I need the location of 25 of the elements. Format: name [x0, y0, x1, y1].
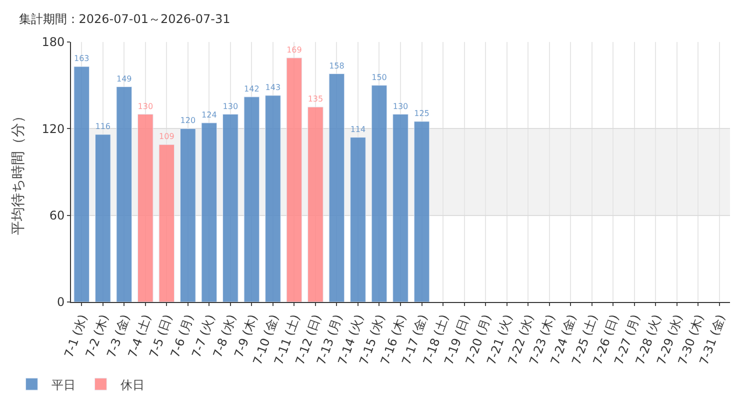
bar: [116, 86, 132, 302]
legend-label: 平日: [52, 378, 76, 392]
bar: [94, 134, 111, 302]
bar: [392, 114, 408, 302]
bar: [158, 144, 175, 302]
bar: [74, 66, 90, 302]
bar: [222, 114, 238, 302]
bar: [371, 85, 388, 302]
bar: [328, 74, 345, 302]
bar: [138, 114, 154, 302]
y-axis-title: 平均待ち時間（分）: [10, 109, 26, 235]
bar: [201, 122, 218, 302]
y-tick-label: 120: [42, 122, 65, 136]
bar: [414, 121, 430, 302]
y-tick-label: 60: [49, 208, 65, 223]
bar: [244, 96, 260, 302]
bar: [286, 58, 302, 302]
bar: [265, 95, 281, 302]
bar: [308, 106, 324, 302]
bar: [350, 137, 366, 302]
y-tick-label: 0: [56, 295, 65, 310]
bar: [180, 128, 196, 302]
chart-title: 集計期間：2026-07-01～2026-07-31: [18, 12, 230, 26]
y-tick-label: 180: [42, 35, 65, 50]
legend-label: 休日: [120, 378, 145, 392]
